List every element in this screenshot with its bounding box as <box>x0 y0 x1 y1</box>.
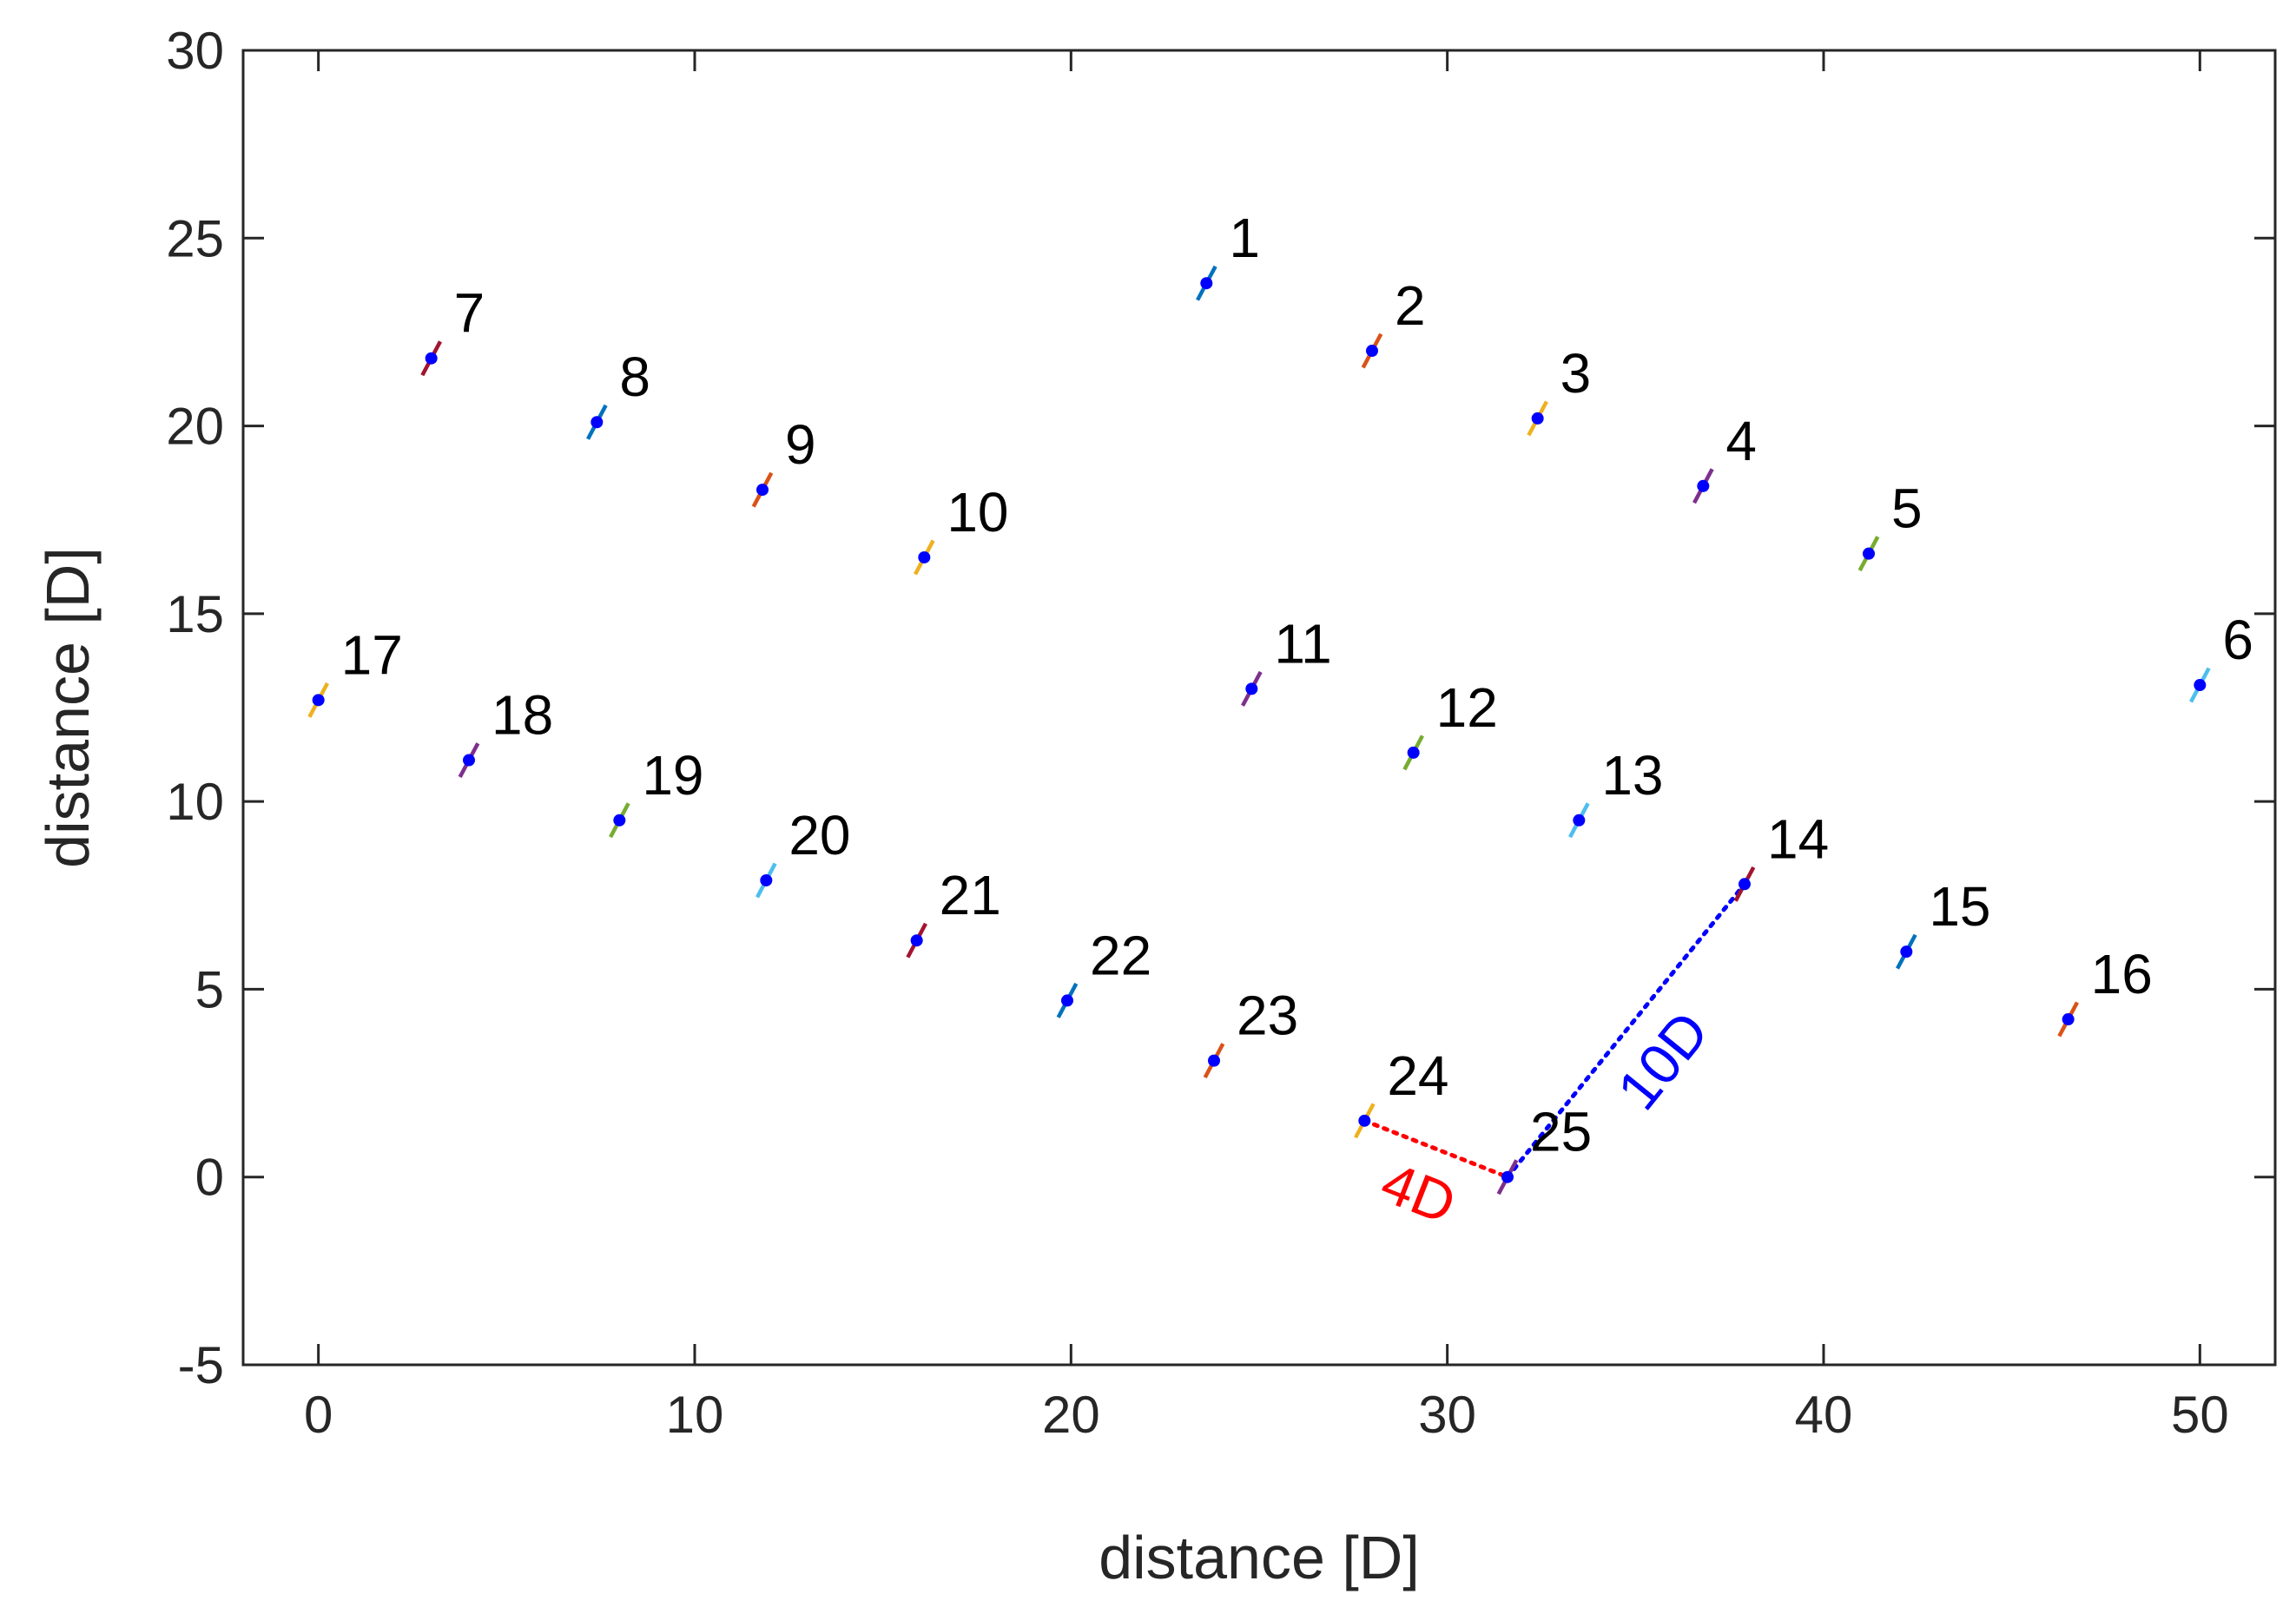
x-axis-label: distance [D] <box>1099 1524 1420 1591</box>
point-label: 22 <box>1090 924 1151 986</box>
point-label: 24 <box>1387 1044 1448 1107</box>
point-label: 14 <box>1767 807 1829 870</box>
point-marker <box>613 814 626 827</box>
point-marker <box>1200 277 1213 290</box>
point-label: 17 <box>341 623 403 686</box>
point-label: 7 <box>454 282 485 345</box>
point-label: 2 <box>1395 274 1426 337</box>
point-marker <box>463 754 475 767</box>
point-label: 20 <box>788 804 850 866</box>
marks-layer: 1234567891011121314151617181920212223242… <box>307 207 2253 1196</box>
point-marker <box>1501 1170 1514 1183</box>
point-marker <box>1061 994 1073 1007</box>
point-marker <box>1697 479 1710 492</box>
point-marker <box>1366 345 1378 358</box>
point-marker <box>1900 945 1913 959</box>
point-label: 9 <box>785 413 816 476</box>
y-tick-label: -5 <box>178 1336 224 1394</box>
y-tick-label: 10 <box>166 773 224 831</box>
point-label: 18 <box>492 684 553 747</box>
x-tick-label: 50 <box>2171 1386 2229 1444</box>
x-tick-label: 0 <box>304 1386 333 1444</box>
point-label: 21 <box>940 864 1001 926</box>
point-label: 4 <box>1725 410 1757 472</box>
point-label: 6 <box>2222 609 2253 671</box>
point-label: 11 <box>1274 612 1331 675</box>
point-label: 13 <box>1601 744 1663 807</box>
point-marker <box>1407 746 1420 759</box>
point-marker <box>312 694 325 707</box>
point-marker <box>756 484 769 497</box>
point-marker <box>1531 412 1544 425</box>
point-label: 15 <box>1929 875 1990 938</box>
point-label: 8 <box>619 346 650 408</box>
point-marker <box>1573 814 1586 827</box>
y-tick-label: 5 <box>195 960 224 1018</box>
point-label: 3 <box>1560 342 1592 405</box>
point-label: 10 <box>947 481 1008 543</box>
point-label: 16 <box>2091 943 2153 1005</box>
point-marker <box>910 934 923 947</box>
point-marker <box>1738 878 1751 891</box>
point-marker <box>425 352 438 365</box>
point-marker <box>1863 547 1875 560</box>
x-tick-label: 10 <box>666 1386 724 1444</box>
y-tick-label: 15 <box>166 585 224 643</box>
point-label: 19 <box>642 744 703 807</box>
point-marker <box>2062 1013 2075 1026</box>
point-marker <box>918 550 931 563</box>
x-tick-label: 30 <box>1418 1386 1476 1444</box>
plot-frame <box>241 49 2277 1367</box>
point-label: 23 <box>1237 985 1298 1047</box>
annotation-line <box>1505 881 1747 1180</box>
point-label: 1 <box>1229 207 1260 269</box>
y-tick-label: 20 <box>166 398 224 456</box>
y-tick-label: 25 <box>166 209 224 267</box>
point-marker <box>1208 1054 1220 1067</box>
point-label: 12 <box>1436 676 1498 739</box>
y-axis-label: distance [D] <box>34 547 102 868</box>
point-marker <box>1245 682 1258 695</box>
point-label: 5 <box>1891 478 1923 540</box>
y-tick-label: 30 <box>166 22 224 80</box>
point-marker <box>1358 1114 1371 1127</box>
annotation-line <box>1362 1118 1510 1180</box>
point-marker <box>760 873 773 886</box>
x-tick-label: 20 <box>1042 1386 1100 1444</box>
point-marker <box>2194 679 2207 692</box>
point-label: 25 <box>1530 1101 1592 1163</box>
x-tick-label: 40 <box>1795 1386 1853 1444</box>
point-marker <box>590 416 604 429</box>
y-tick-label: 0 <box>195 1149 224 1207</box>
